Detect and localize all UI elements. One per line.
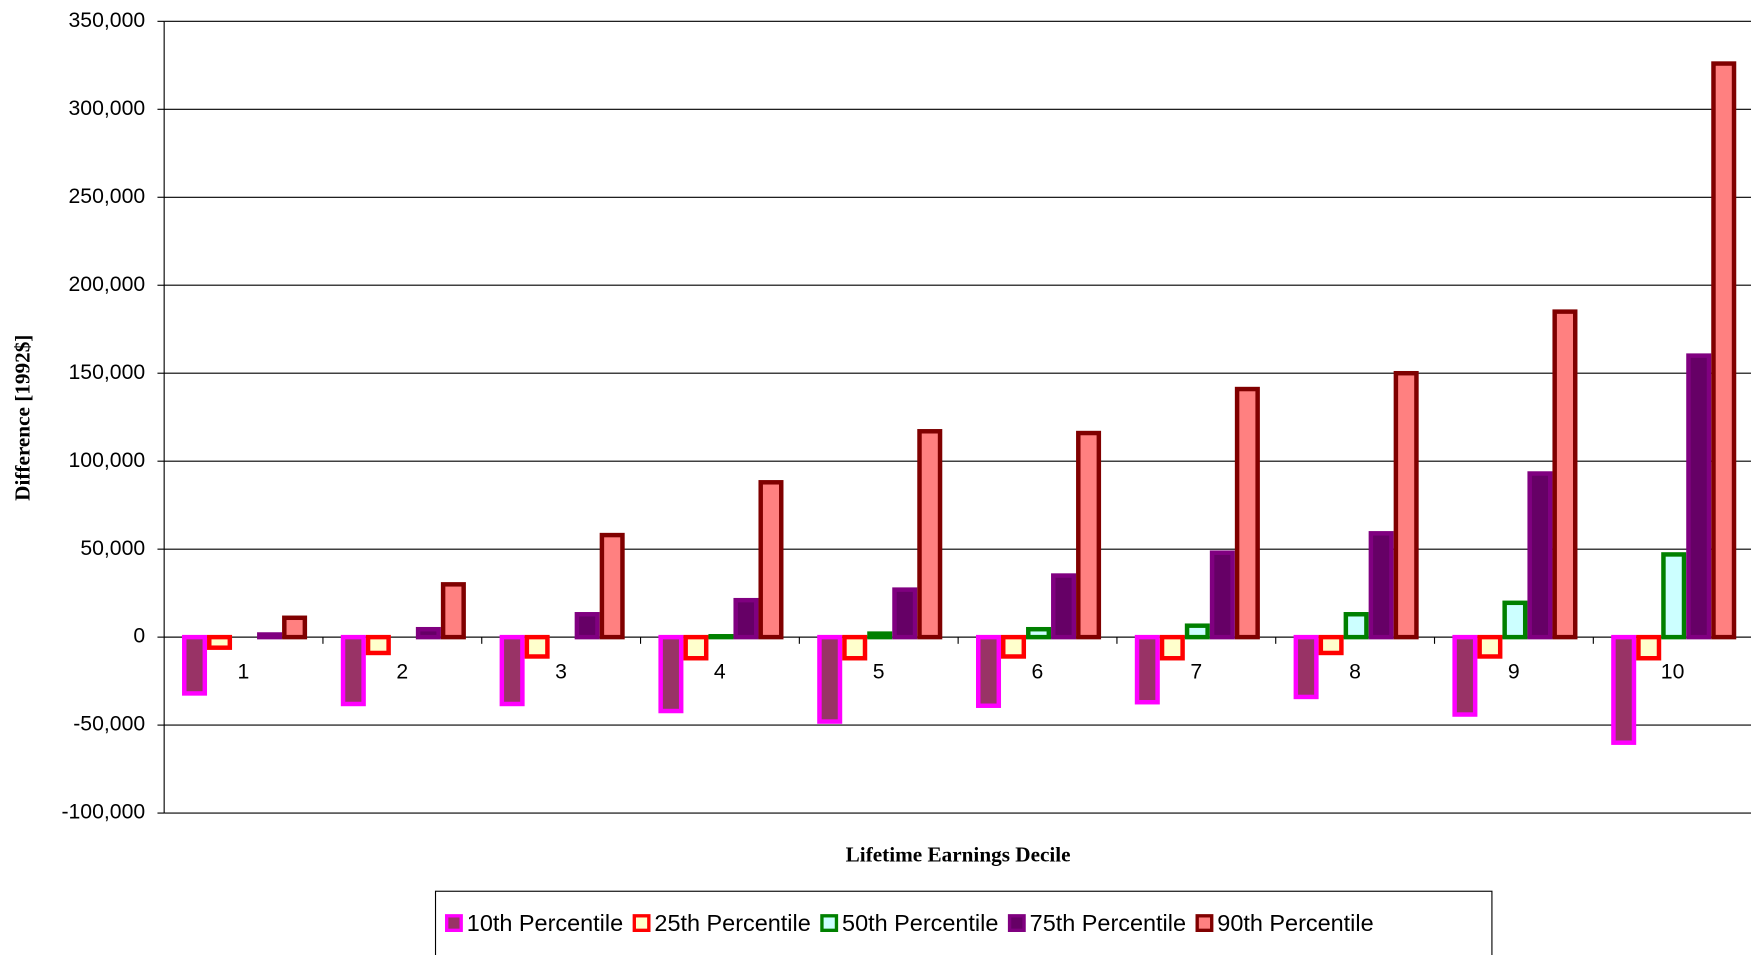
bar <box>257 632 283 640</box>
bar <box>1686 353 1712 640</box>
bar <box>1552 309 1578 640</box>
bar <box>892 587 918 640</box>
legend-swatch <box>820 914 839 933</box>
y-axis-label: Difference [1992$] <box>10 335 34 501</box>
bar <box>1711 61 1737 640</box>
bar <box>182 634 208 696</box>
bar <box>867 631 893 640</box>
x-tick-label: 3 <box>555 660 567 683</box>
bar <box>758 480 784 640</box>
bar <box>1159 634 1185 661</box>
y-tick-label: 350,000 <box>69 9 146 32</box>
bar <box>658 634 684 714</box>
bar <box>499 634 525 707</box>
bar <box>1051 573 1077 640</box>
bar <box>1293 634 1319 700</box>
legend-label: 10th Percentile <box>467 910 623 936</box>
x-tick-label: 5 <box>873 660 885 683</box>
bar <box>207 634 233 650</box>
bar <box>1611 634 1637 745</box>
bar <box>1477 634 1503 659</box>
bar <box>1076 430 1102 640</box>
bar <box>1184 623 1210 640</box>
bar <box>1452 634 1478 717</box>
x-tick-label: 7 <box>1190 660 1202 683</box>
x-tick-label: 1 <box>238 660 250 683</box>
y-tick-label: -100,000 <box>61 801 145 824</box>
x-tick-label: 6 <box>1032 660 1044 683</box>
legend-swatch <box>632 914 651 933</box>
bar <box>1636 634 1662 661</box>
bar <box>976 634 1002 708</box>
y-tick-label: 300,000 <box>69 97 146 120</box>
legend-swatch <box>445 914 463 933</box>
bar <box>1502 600 1528 640</box>
legend-swatch <box>1007 914 1026 933</box>
bar <box>282 615 308 640</box>
bar <box>599 532 625 640</box>
x-tick-label: 4 <box>714 660 726 683</box>
bar <box>683 634 709 661</box>
y-tick-label: 50,000 <box>80 537 145 560</box>
y-tick-label: 150,000 <box>69 361 146 384</box>
legend-label: 75th Percentile <box>1030 910 1186 936</box>
bar <box>842 634 868 661</box>
bar <box>1393 370 1419 640</box>
x-tick-label: 10 <box>1661 660 1685 683</box>
bar <box>524 634 550 659</box>
x-tick-label: 9 <box>1508 660 1520 683</box>
bar <box>917 429 943 640</box>
bar <box>1661 552 1687 640</box>
bar <box>708 634 734 640</box>
bar <box>340 634 366 707</box>
x-tick-label: 2 <box>396 660 408 683</box>
bar <box>1234 386 1260 640</box>
bar <box>1001 634 1027 659</box>
bar <box>574 612 600 640</box>
x-tick-label: 8 <box>1349 660 1361 683</box>
bar <box>1368 531 1394 640</box>
bar <box>365 634 391 656</box>
bar <box>1527 471 1553 640</box>
legend-swatch <box>1195 914 1214 933</box>
bar <box>1134 634 1160 705</box>
bar <box>1026 626 1052 640</box>
y-tick-label: 100,000 <box>69 449 146 472</box>
legend-box <box>434 890 1493 955</box>
bar <box>440 582 466 640</box>
bar <box>733 597 759 640</box>
bar <box>1343 612 1369 640</box>
y-tick-label: 0 <box>133 625 145 648</box>
bar <box>415 626 441 640</box>
legend-label: 25th Percentile <box>654 910 810 936</box>
y-tick-label: 200,000 <box>69 273 146 296</box>
legend-label: 90th Percentile <box>1217 910 1373 936</box>
bar <box>1318 634 1344 656</box>
y-tick-label: -50,000 <box>73 713 145 736</box>
x-axis-label: Lifetime Earnings Decile <box>846 842 1071 866</box>
bar <box>1209 550 1235 640</box>
legend-label: 50th Percentile <box>842 910 998 936</box>
bar <box>817 634 843 724</box>
y-tick-label: 250,000 <box>69 185 146 208</box>
